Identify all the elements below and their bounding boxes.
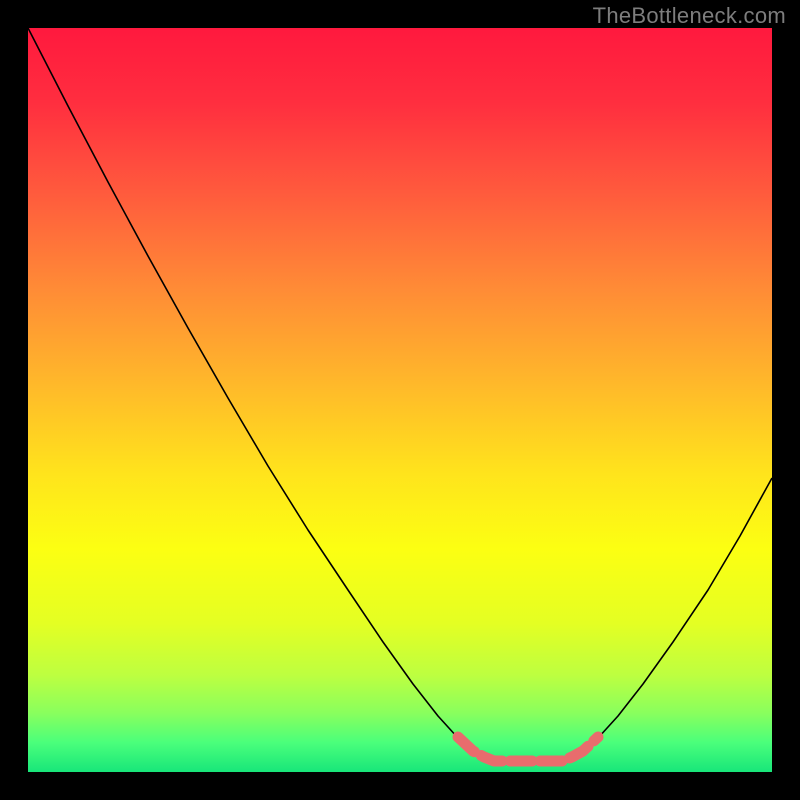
- bottleneck-chart: [28, 28, 772, 772]
- chart-frame: TheBottleneck.com: [0, 0, 800, 800]
- watermark-text: TheBottleneck.com: [593, 3, 786, 29]
